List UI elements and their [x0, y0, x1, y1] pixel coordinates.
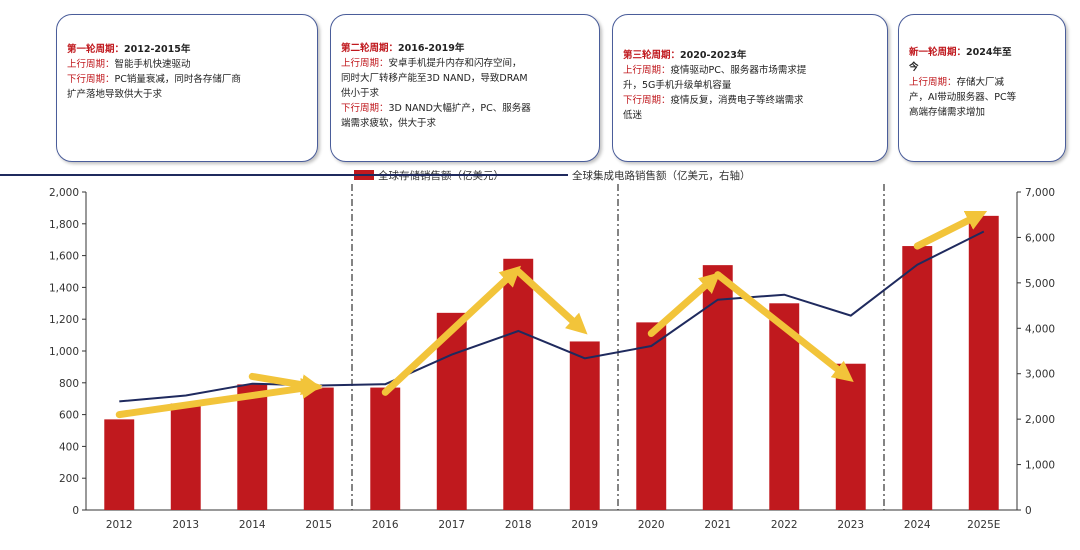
x-tick-label: 2016 — [372, 519, 399, 531]
cycle-2-up-text: 安卓手机提升内存和闪存空间， — [388, 58, 522, 69]
x-tick-label: 2021 — [704, 519, 731, 531]
cycle-3-up-key: 上行周期： — [623, 65, 671, 76]
y-right-tick-label: 5,000 — [1025, 278, 1055, 290]
cycle-1-up-key: 上行周期： — [67, 59, 115, 70]
memory-sales-bar — [370, 387, 401, 510]
y-left-tick-label: 200 — [59, 473, 79, 485]
bar-series — [104, 215, 999, 510]
chart-legend: 全球存储销售额（亿美元） 全球集成电路销售额（亿美元，右轴） — [0, 169, 751, 182]
cycle-2-title-value: 2016-2019年 — [398, 43, 465, 54]
y-right-tick-label: 7,000 — [1025, 187, 1055, 199]
trend-arrow — [647, 272, 721, 338]
cycle-3-title-value: 2020-2023年 — [680, 50, 747, 61]
line-series — [119, 230, 985, 403]
trend-arrow — [248, 372, 323, 396]
memory-sales-bar — [702, 265, 733, 510]
memory-sales-bar — [569, 341, 600, 510]
cycle-2-up-key: 上行周期： — [341, 58, 389, 69]
y-left-tick-label: 2,000 — [49, 187, 79, 199]
trend-arrows — [115, 210, 988, 419]
x-tick-label: 2015 — [305, 519, 332, 531]
cycle-1-up-text: 智能手机快速驱动 — [114, 59, 191, 70]
y-left-tick-label: 1,000 — [49, 346, 79, 358]
y-left-tick-label: 1,400 — [49, 282, 79, 294]
cycle-box-2: 第二轮周期：2016-2019年 上行周期：安卓手机提升内存和闪存空间， 同时大… — [330, 14, 600, 162]
cycle-3-up-text-2: 升，5G手机升级单机容量 — [623, 80, 732, 91]
cycle-3-down-text-2: 低迷 — [623, 110, 643, 121]
cycle-4-title-value: 2024年至 — [966, 47, 1012, 58]
cycle-4-up-text: 存储大厂减 — [956, 77, 1005, 88]
cycle-4-up-key: 上行周期： — [909, 77, 957, 88]
cycle-2-up-text-3: 供小于求 — [341, 88, 380, 99]
x-tick-label: 2018 — [505, 519, 532, 531]
cycle-4-title-key: 新一轮周期： — [909, 47, 967, 58]
y-right-tick-label: 0 — [1025, 505, 1032, 517]
cycle-4-up-text-3: 高端存储需求增加 — [909, 107, 986, 118]
x-tick-label: 2023 — [837, 519, 864, 531]
x-tick-label: 2012 — [106, 519, 133, 531]
cycle-3-up-text: 疫情驱动PC、服务器市场需求提 — [670, 65, 807, 76]
memory-sales-bar — [636, 322, 667, 510]
cycle-box-3: 第三轮周期：2020-2023年 上行周期：疫情驱动PC、服务器市场需求提 升，… — [612, 14, 888, 162]
cycle-1-title-key: 第一轮周期： — [67, 44, 125, 55]
memory-sales-bar — [968, 215, 999, 510]
cycle-3-down-text: 疫情反复，消费电子等终端需求 — [670, 95, 804, 106]
cycle-1-down-text-2: 扩产落地导致供大于求 — [67, 89, 163, 100]
y-left-tick-label: 600 — [59, 410, 79, 422]
memory-sales-bar — [835, 363, 866, 510]
cycle-dividers — [351, 184, 885, 510]
memory-sales-bar — [902, 246, 933, 510]
cycle-box-1: 第一轮周期：2012-2015年 上行周期：智能手机快速驱动 下行周期：PC销量… — [56, 14, 318, 162]
cycle-1-title-value: 2012-2015年 — [124, 44, 191, 55]
memory-sales-bar — [237, 384, 268, 510]
cycle-4-title-value-2: 今 — [909, 62, 919, 73]
y-left-tick-label: 400 — [59, 441, 79, 453]
y-right-tick-label: 4,000 — [1025, 323, 1055, 335]
y-left-tick-label: 0 — [72, 505, 79, 517]
memory-sales-bar — [503, 258, 534, 510]
cycle-2-down-text-2: 端需求疲软，供大于求 — [341, 118, 437, 129]
cycle-3-title-key: 第三轮周期： — [623, 50, 681, 61]
cycle-4-up-text-2: 产，AI带动服务器、PC等 — [909, 92, 1017, 103]
trend-arrow — [714, 271, 854, 382]
y-left-tick-label: 1,600 — [49, 251, 79, 263]
cycle-2-down-key: 下行周期： — [341, 103, 389, 114]
y-left-tick-label: 800 — [59, 378, 79, 390]
cycle-1-down-text: PC销量衰减，同时各存储厂商 — [114, 74, 241, 85]
cycle-2-title-key: 第二轮周期： — [341, 43, 399, 54]
chart-axes: 0 200 400 600 800 1,000 1,200 1,400 1,600 1,800 2,… — [49, 187, 1055, 531]
trend-arrow — [514, 268, 588, 335]
memory-sales-bar — [104, 419, 135, 510]
x-tick-label: 2024 — [904, 519, 931, 531]
y-right-tick-label: 1,000 — [1025, 460, 1055, 472]
y-right-tick-label: 2,000 — [1025, 414, 1055, 426]
x-tick-label: 2013 — [172, 519, 199, 531]
x-tick-label: 2017 — [438, 519, 465, 531]
y-right-tick-label: 3,000 — [1025, 369, 1055, 381]
memory-sales-bar — [436, 312, 467, 510]
x-tick-label: 2022 — [771, 519, 798, 531]
memory-sales-bar — [170, 403, 201, 510]
y-left-tick-label: 1,800 — [49, 219, 79, 231]
ic-sales-line — [119, 230, 985, 403]
cycle-3-down-key: 下行周期： — [623, 95, 671, 106]
cycle-box-4: 新一轮周期：2024年至 今 上行周期：存储大厂减 产，AI带动服务器、PC等 … — [898, 14, 1066, 162]
trend-arrow — [381, 265, 522, 396]
x-tick-label: 2020 — [638, 519, 665, 531]
cycle-1-down-key: 下行周期： — [67, 74, 115, 85]
cycle-2-down-text: 3D NAND大幅扩产，PC、服务器 — [388, 103, 531, 114]
y-right-tick-label: 6,000 — [1025, 232, 1055, 244]
x-tick-label: 2025E — [967, 519, 1000, 531]
cycle-2-up-text-2: 同时大厂转移产能至3D NAND，导致DRAM — [341, 73, 528, 84]
x-tick-label: 2014 — [239, 519, 266, 531]
trend-arrow — [115, 378, 323, 419]
memory-sales-bar — [303, 387, 334, 510]
y-left-tick-label: 1,200 — [49, 314, 79, 326]
legend-line-label: 全球集成电路销售额（亿美元，右轴） — [572, 169, 751, 182]
x-tick-label: 2019 — [571, 519, 598, 531]
trend-arrow — [913, 210, 988, 250]
